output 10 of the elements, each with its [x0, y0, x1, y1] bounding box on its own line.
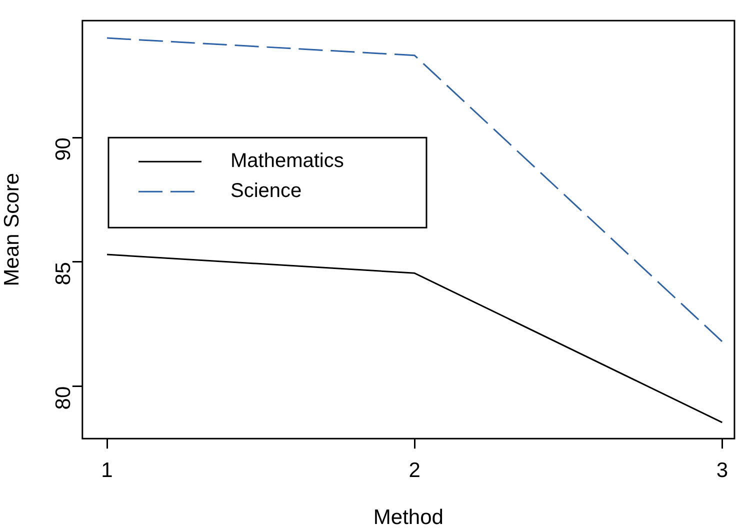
x-tick-label: 2: [408, 458, 420, 482]
x-tick-label: 1: [101, 458, 113, 482]
x-axis-title: Method: [373, 506, 444, 530]
y-tick-label: 80: [52, 386, 76, 410]
y-axis-title: Mean Score: [0, 172, 24, 286]
legend-label: Mathematics: [230, 150, 344, 172]
y-tick-label: 90: [52, 138, 76, 161]
legend-label: Science: [230, 180, 302, 202]
y-tick-label: 85: [52, 262, 76, 286]
x-tick-label: 3: [716, 458, 728, 482]
